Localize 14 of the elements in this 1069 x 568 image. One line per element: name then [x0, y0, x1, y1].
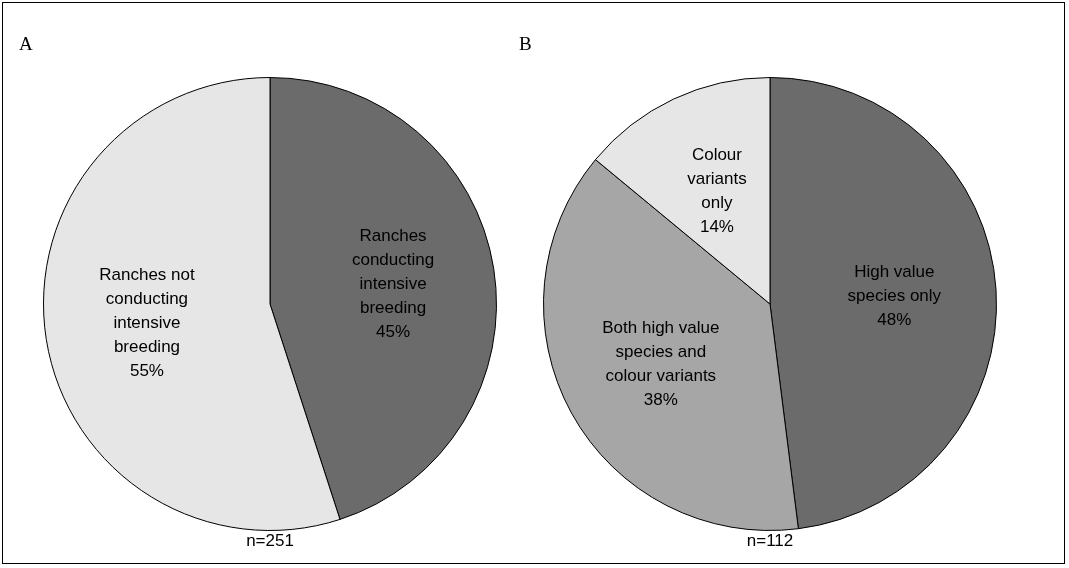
slice-label: High value species only — [847, 261, 942, 305]
data-label: 48% — [877, 309, 912, 329]
slice-label: Colour variants only — [687, 144, 747, 212]
data-label: 55% — [129, 361, 164, 381]
text: n=251 — [245, 531, 295, 551]
data-label: 45% — [376, 322, 411, 342]
data-label: 14% — [699, 216, 734, 236]
text: n=112 — [745, 531, 795, 551]
slice-label: Both high value species and colour variants — [602, 317, 720, 385]
slice-label: Ranches conducting intensive breeding — [351, 226, 435, 318]
slice-label: Ranches not conducting intensive breeding — [99, 265, 195, 357]
chart-title: A — [19, 33, 33, 55]
chart-title: B — [519, 33, 532, 55]
data-label: 38% — [643, 389, 678, 409]
